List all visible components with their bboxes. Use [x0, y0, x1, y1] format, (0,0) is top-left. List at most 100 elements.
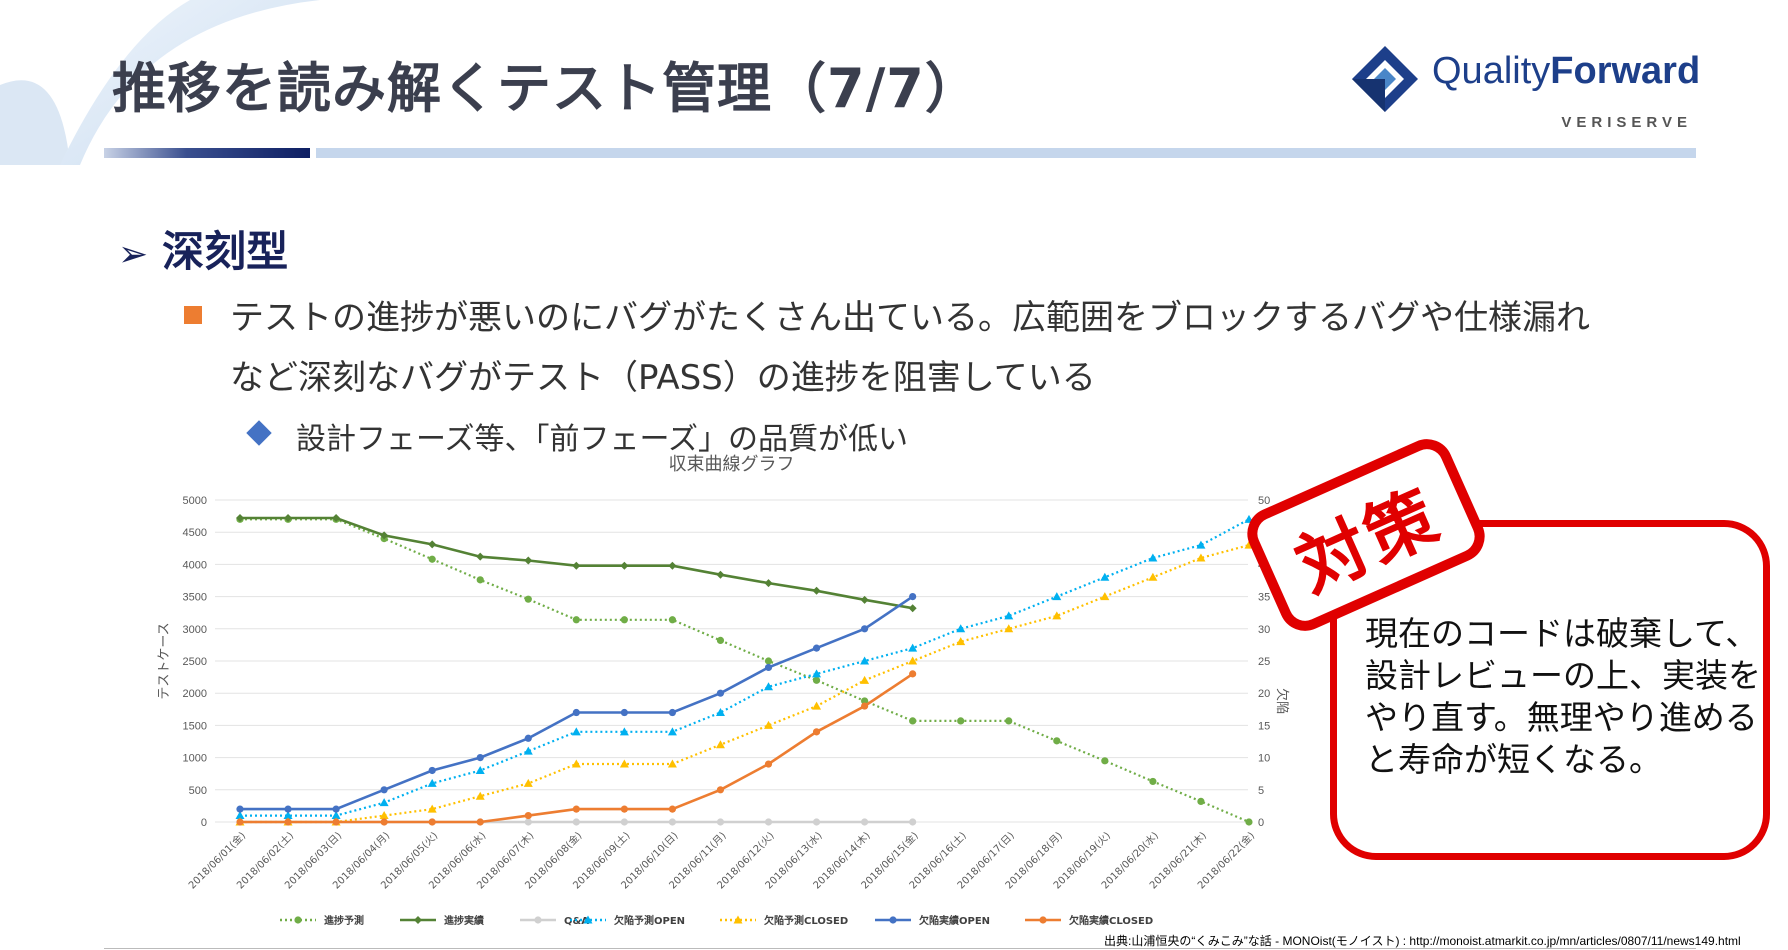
data-point — [812, 644, 821, 652]
data-point — [294, 916, 302, 924]
data-point — [524, 818, 532, 826]
y2-tick-label: 0 — [1258, 817, 1264, 829]
y2-tick-label: 5 — [1258, 785, 1264, 797]
data-point — [908, 643, 918, 652]
legend-label: 進捗実績 — [444, 914, 484, 927]
y-tick-label: 3500 — [183, 592, 207, 604]
data-point — [716, 570, 725, 579]
data-point — [284, 818, 292, 826]
logo-word-light: Quality — [1432, 50, 1551, 92]
data-point — [764, 682, 774, 691]
data-point — [861, 702, 869, 710]
data-point — [572, 708, 580, 717]
y-tick-label: 4500 — [183, 527, 207, 539]
data-point — [764, 818, 773, 826]
data-point — [861, 818, 869, 826]
data-point — [1100, 592, 1110, 601]
data-point — [571, 759, 581, 768]
data-point — [1052, 592, 1062, 601]
data-point — [476, 754, 484, 762]
series-line — [240, 672, 914, 824]
y2-tick-label: 50 — [1258, 495, 1270, 507]
title-rule-dark — [104, 148, 310, 158]
data-point — [428, 555, 436, 563]
y-tick-label: 0 — [201, 817, 207, 829]
logo-subtitle: VERISERVE — [1561, 114, 1692, 131]
data-point — [812, 818, 821, 826]
y-tick-label: 1500 — [183, 720, 207, 732]
diamond-logo-icon — [1352, 46, 1418, 112]
data-point — [668, 561, 677, 570]
data-point — [908, 604, 917, 613]
data-point — [619, 727, 629, 736]
legend-label: 進捗予測 — [324, 914, 364, 927]
data-point — [428, 818, 436, 826]
y2-axis-label: 欠陥 — [1274, 688, 1290, 714]
body-line-2: など深刻なバグがテスト（PASS）の進捗を阻害している — [230, 358, 1096, 398]
data-point — [571, 727, 581, 736]
data-point — [236, 805, 244, 813]
data-point — [812, 586, 821, 595]
data-point — [1197, 797, 1205, 805]
data-point — [812, 676, 821, 684]
data-point — [716, 786, 725, 794]
data-point — [523, 778, 533, 787]
data-point — [812, 669, 822, 678]
y2-tick-label: 15 — [1258, 720, 1270, 732]
logo-wordmark: QualityForward — [1432, 50, 1700, 93]
data-point — [956, 637, 966, 646]
data-point — [284, 805, 292, 813]
y-tick-label: 500 — [189, 785, 207, 797]
data-point — [1052, 611, 1062, 620]
series-line — [240, 518, 1250, 824]
data-point — [380, 531, 389, 540]
data-point — [620, 616, 628, 624]
data-point — [476, 576, 484, 584]
data-point — [475, 765, 485, 774]
data-point — [572, 818, 580, 826]
data-point — [380, 786, 388, 794]
data-point — [764, 663, 773, 672]
data-point — [283, 811, 293, 820]
data-point — [667, 759, 677, 768]
title-rule-light — [316, 148, 1696, 158]
quality-forward-logo: QualityForward VERISERVE — [1350, 44, 1710, 134]
sub-bullet-text: 設計フェーズ等、「前フェーズ」の品質が低い — [296, 422, 908, 457]
data-point — [332, 514, 341, 523]
series-line — [240, 544, 1250, 824]
y-tick-label: 2000 — [183, 688, 207, 700]
data-point — [1196, 540, 1206, 549]
data-point — [861, 625, 869, 633]
y-tick-label: 2500 — [183, 656, 207, 668]
y2-tick-label: 25 — [1258, 656, 1270, 668]
y2-tick-label: 35 — [1258, 592, 1270, 604]
data-point — [812, 701, 822, 710]
data-point — [572, 805, 580, 813]
data-point — [1148, 572, 1158, 581]
data-point — [716, 636, 725, 644]
data-point — [620, 708, 628, 717]
data-point — [620, 561, 629, 570]
callout-text: 現在のコードは破棄して、設計レビューの上、実装をやり直す。無理やり進めると寿命が… — [1365, 614, 1761, 779]
data-point — [956, 624, 966, 633]
data-point — [524, 811, 532, 820]
data-point — [908, 656, 918, 665]
arrow-bullet-icon: ➢ — [118, 234, 149, 275]
data-point — [667, 727, 677, 736]
data-point — [957, 717, 965, 725]
legend-label: 欠陥予測CLOSED — [764, 914, 848, 927]
source-citation: 出典:山浦恒央の“くみこみ”な話 - MONOist(モノイスト) : http… — [1104, 934, 1741, 948]
data-point — [1005, 717, 1013, 725]
data-point — [764, 579, 773, 588]
data-point — [235, 811, 245, 820]
y-axis-label: テストケース — [157, 622, 172, 699]
data-point — [668, 818, 677, 826]
data-point — [1149, 777, 1157, 786]
legend-label: 欠陥実績CLOSED — [1069, 914, 1153, 927]
data-point — [427, 804, 437, 813]
data-point — [716, 689, 725, 697]
chart-title: 収束曲線グラフ — [669, 454, 795, 475]
data-point — [909, 717, 917, 725]
data-point — [1004, 611, 1014, 620]
data-point — [1039, 916, 1047, 924]
